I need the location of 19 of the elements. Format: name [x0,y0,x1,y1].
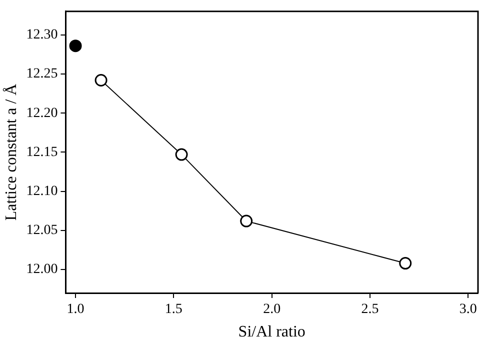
y-tick-label: 12.05 [26,223,58,238]
y-tick-label: 12.15 [26,144,58,160]
point [94,74,108,86]
x-tick-label: 1.5 [164,302,182,318]
point [175,148,188,161]
y-tick-label: 12.25 [26,66,58,82]
point [399,257,412,270]
point [69,40,82,52]
y-tick-label: 12.00 [26,262,58,278]
x-tick-label: 1.0 [66,302,84,318]
x-axis-title: Si/Al ratio [238,324,306,341]
y-tick-label: 12.10 [26,184,58,199]
x-tick-label: 2.5 [361,302,379,318]
point [240,214,253,228]
y-tick-label: 12.30 [26,28,58,43]
y-axis-title: Lattice constant a / Å [2,83,20,221]
y-tick-label: 12.20 [26,106,58,121]
x-tick-label: 2.0 [263,302,281,318]
x-tick-label: 3.0 [459,302,477,318]
